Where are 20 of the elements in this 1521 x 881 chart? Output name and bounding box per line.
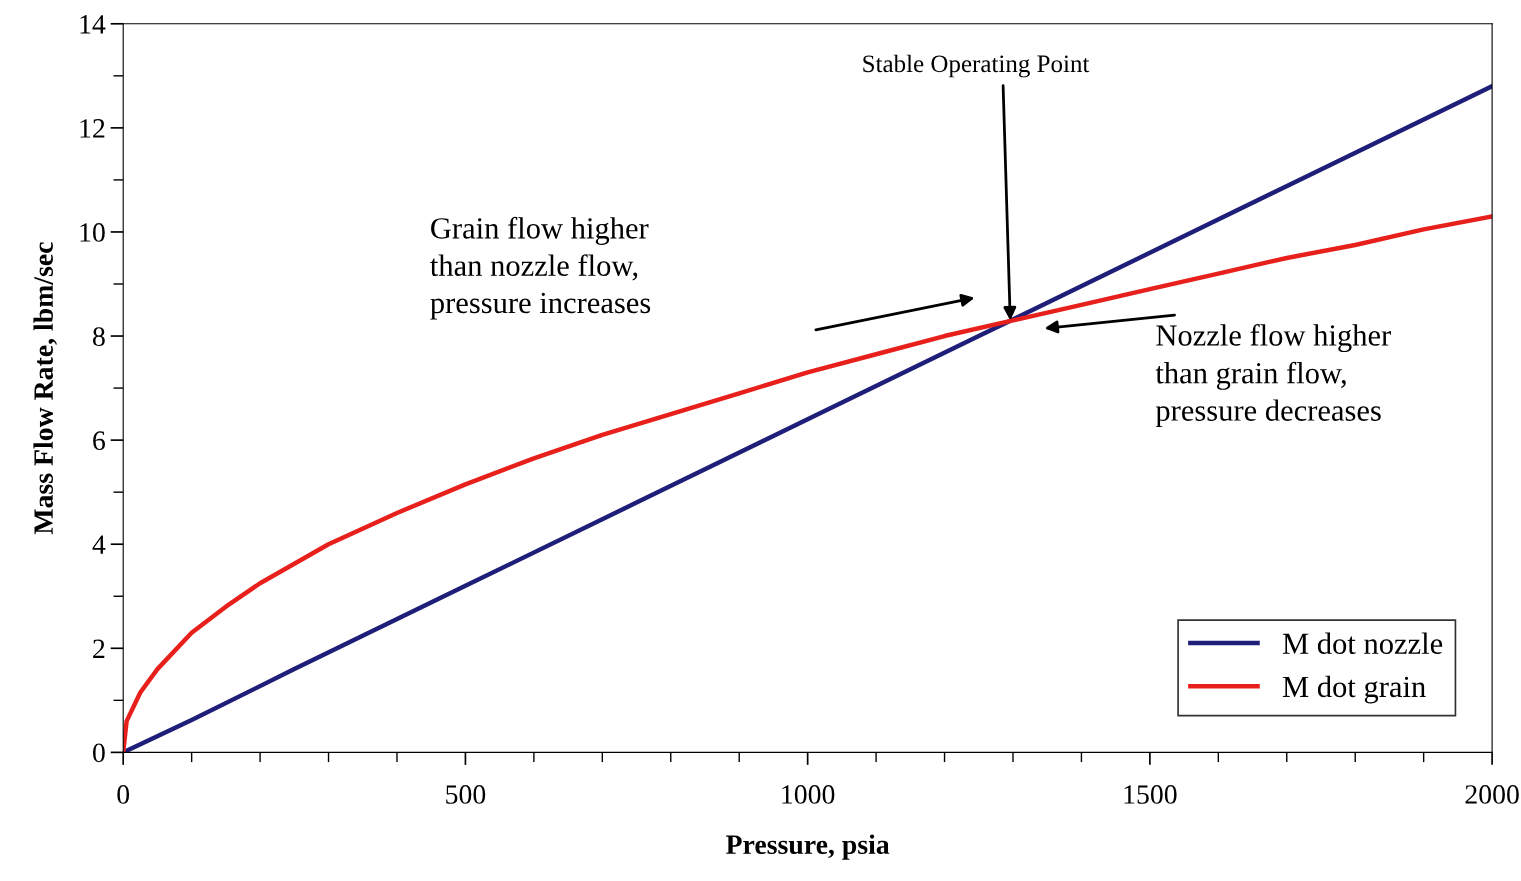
y-tick-label: 12 — [80, 119, 105, 138]
x-tick-label: 1000 — [782, 785, 835, 804]
annotation: Grain flow higher than nozzle flow, pressure increases — [430, 216, 651, 320]
legend-label: M dot grain — [1282, 675, 1426, 704]
x-tick-label: 1500 — [1124, 785, 1177, 804]
y-axis-title: Mass Flow Rate, lbm/sec — [33, 242, 57, 535]
y-tick-label: 2 — [93, 639, 105, 658]
y-tick-label: 10 — [80, 223, 105, 242]
y-tick-label: 6 — [93, 431, 106, 451]
y-tick-label: 8 — [93, 327, 105, 346]
legend-label: M dot nozzle — [1282, 632, 1443, 655]
y-tick-label: 4 — [92, 535, 106, 554]
y-tick-label: 0 — [93, 743, 105, 763]
x-axis-title: Pressure, psia — [726, 834, 890, 860]
annotation: Nozzle flow higher than grain flow, pressure decreases — [1155, 323, 1391, 428]
x-tick-label: 2000 — [1465, 785, 1519, 804]
x-tick-label: 500 — [446, 785, 486, 804]
annotation: Stable Operating Point — [863, 54, 1090, 78]
y-tick-label: 14 — [80, 15, 106, 34]
x-tick-label: 0 — [117, 785, 130, 804]
